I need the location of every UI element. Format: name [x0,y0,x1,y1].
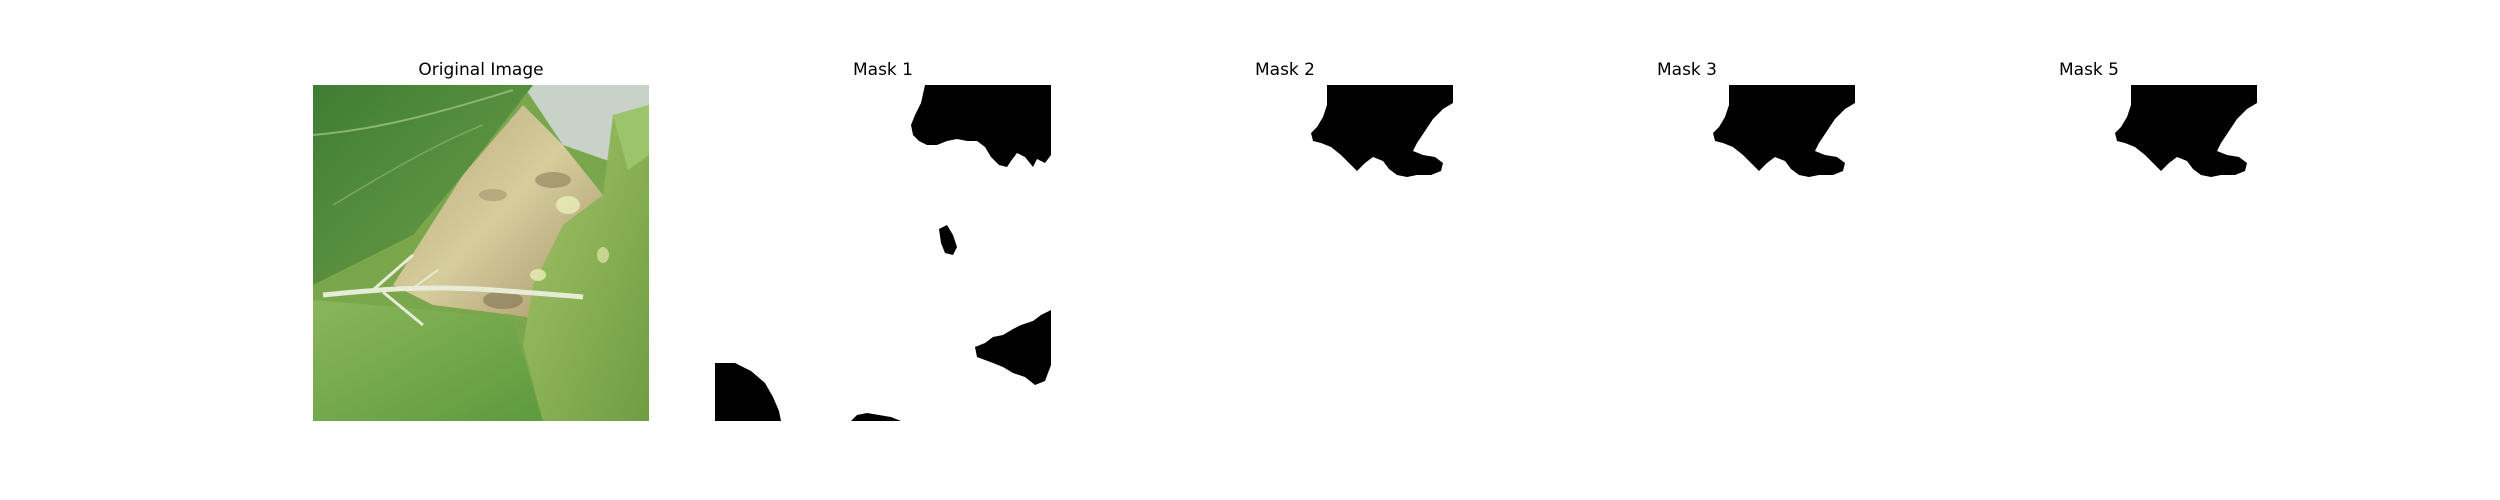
mask-region [1713,85,1855,177]
mask-5-image [1921,85,2257,421]
original-leaf-photo [313,85,649,421]
mask-region [939,225,957,255]
mask-region [715,363,781,421]
mask-region [2115,85,2257,177]
panel-mask-1: Mask 1 [715,0,1051,500]
panel-mask-2: Mask 2 [1117,0,1453,500]
panel-title: Mask 3 [1656,60,1717,80]
mask-region [975,310,1051,385]
mask-region [911,85,1051,167]
panel-title: Mask 1 [852,60,913,80]
panel-original-image: Original Image [313,0,649,500]
mask-1-image [715,85,1051,421]
panel-title: Mask 2 [1254,60,1315,80]
mask-region [1311,85,1453,177]
panel-mask-5: Mask 5 [1921,0,2257,500]
panel-title: Mask 5 [2058,60,2119,80]
mask-2-image [1117,85,1453,421]
mask-region [851,413,901,421]
panel-mask-3: Mask 3 [1519,0,1855,500]
mask-3-image [1519,85,1855,421]
panel-title: Original Image [418,60,544,80]
